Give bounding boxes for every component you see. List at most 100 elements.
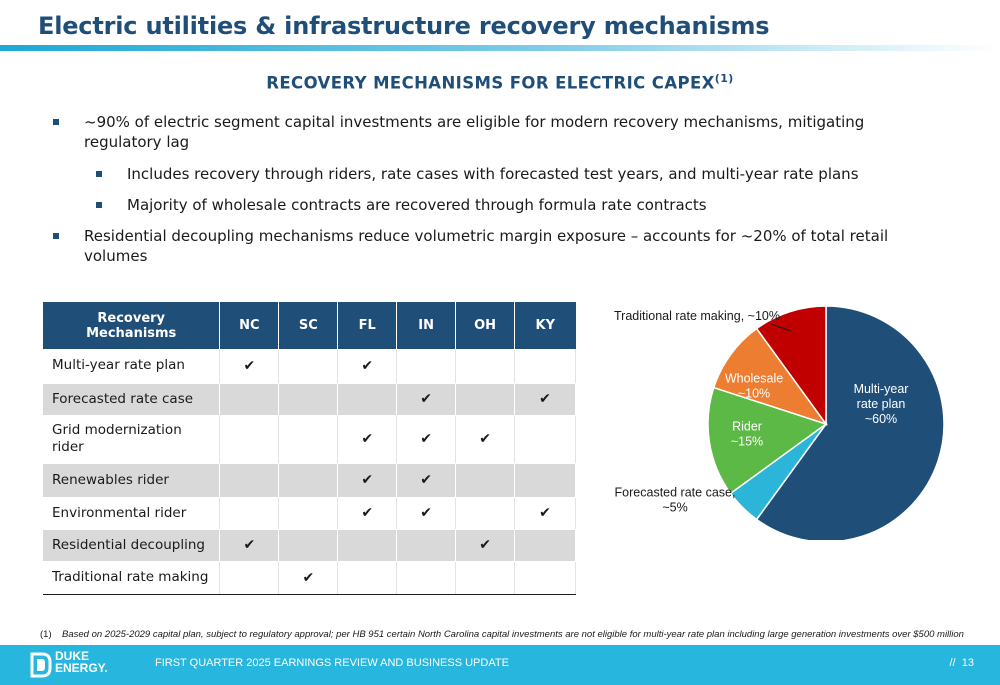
pie-slice: [755, 305, 827, 427]
check-cell: ✔: [455, 529, 516, 562]
check-cell: [219, 415, 280, 464]
pie-slice: [712, 327, 828, 426]
check-cell: [514, 463, 576, 498]
check-cell: ✔: [396, 497, 457, 530]
label-leader-line: [770, 323, 792, 332]
logo-wordmark: DUKE ENERGY.: [55, 650, 108, 674]
check-cell: ✔: [396, 415, 457, 464]
footer-bar: DUKE ENERGY. FIRST QUARTER 2025 EARNINGS…: [0, 645, 1000, 685]
check-cell: [278, 415, 339, 464]
check-cell: [337, 561, 398, 595]
pie-slice-label-line: ~10%: [738, 387, 770, 401]
check-cell: ✔: [219, 529, 280, 562]
table-header-row: Recovery Mechanisms NC SC FL IN OH KY: [43, 302, 576, 349]
check-cell: [455, 497, 516, 530]
pie-slice-label-line: Wholesale: [725, 372, 783, 386]
bullet-square-icon: [53, 119, 59, 125]
check-cell: ✔: [337, 497, 398, 530]
column-header-state: OH: [455, 302, 516, 349]
recovery-pie-chart: Multi-year rate plan ~60% Forecasted rate c…: [614, 305, 945, 540]
checkmark-icon: ✔: [479, 431, 491, 447]
pie-slice: [755, 305, 945, 540]
column-header-state: IN: [396, 302, 457, 349]
row-label: Renewables rider: [43, 463, 221, 498]
bullet-item: ~90% of electric segment capital investm…: [50, 112, 930, 152]
check-cell: [514, 529, 576, 562]
row-label: Multi-year rate plan: [43, 349, 221, 384]
bullet-item: Residential decoupling mechanisms reduce…: [50, 226, 930, 266]
table-row: Multi-year rate plan ✔ ✔: [43, 349, 576, 384]
check-cell: [219, 561, 280, 595]
table-row: Grid modernization rider ✔ ✔ ✔: [43, 415, 576, 464]
section-title-text: RECOVERY MECHANISMS FOR ELECTRIC CAPEX: [266, 73, 715, 93]
check-cell: [278, 529, 339, 562]
table-row: Renewables rider ✔ ✔: [43, 463, 576, 498]
logo-line-duke: DUKE: [55, 649, 90, 663]
checkmark-icon: ✔: [302, 569, 315, 586]
pie-slice-label-line: Multi-year: [854, 382, 909, 396]
footer-title: FIRST QUARTER 2025 EARNINGS REVIEW AND B…: [155, 657, 509, 669]
check-cell: [514, 349, 576, 384]
duke-energy-logo-icon: [30, 652, 52, 678]
checkmark-icon: ✔: [243, 357, 256, 374]
column-header-state: FL: [337, 302, 398, 349]
check-cell: [219, 463, 280, 498]
check-cell: [219, 383, 280, 416]
check-cell: [455, 561, 516, 595]
check-cell: ✔: [514, 383, 576, 416]
column-header-state: SC: [278, 302, 339, 349]
check-cell: [455, 463, 516, 498]
check-cell: [396, 349, 457, 384]
check-cell: [514, 561, 576, 595]
row-label: Traditional rate making: [43, 561, 221, 595]
pie-slice-label-line: ~5%: [662, 501, 687, 515]
pie-slice-label: Forecasted rate case, ~5%: [615, 486, 736, 515]
check-cell: [455, 349, 516, 384]
checkmark-icon: ✔: [420, 431, 433, 447]
pie-slice-label-line: rate plan: [857, 397, 906, 411]
checkmark-icon: ✔: [539, 391, 551, 407]
check-cell: ✔: [278, 561, 339, 595]
row-label: Forecasted rate case: [43, 383, 221, 416]
bullet-square-icon: [96, 171, 102, 177]
check-cell: ✔: [337, 415, 398, 464]
check-cell: [278, 383, 339, 416]
check-cell: ✔: [396, 383, 457, 416]
row-label: Residential decoupling: [43, 529, 221, 562]
check-cell: [278, 497, 339, 530]
check-cell: [278, 463, 339, 498]
check-cell: [396, 561, 457, 595]
bullet-text: Majority of wholesale contracts are reco…: [127, 196, 707, 214]
pie-slice-label: Rider ~15%: [731, 420, 763, 449]
pie-slice-label-line: Traditional rate making, ~10%: [614, 309, 780, 323]
checkmark-icon: ✔: [479, 537, 491, 553]
check-cell: ✔: [337, 349, 398, 384]
check-cell: ✔: [337, 463, 398, 498]
page-separator: //: [949, 657, 956, 669]
table-row: Traditional rate making ✔: [43, 561, 576, 595]
checkmark-icon: ✔: [420, 505, 433, 521]
table-row: Residential decoupling ✔ ✔: [43, 529, 576, 562]
table-row: Environmental rider ✔ ✔ ✔: [43, 497, 576, 530]
footnote-number: (1): [40, 629, 52, 640]
page-number: // 13: [950, 657, 975, 669]
pie-slice-label: Wholesale ~10%: [725, 372, 783, 401]
column-header-mechanisms: Recovery Mechanisms: [43, 302, 221, 349]
check-cell: ✔: [514, 497, 576, 530]
row-label: Grid modernization rider: [43, 415, 221, 464]
logo-line-energy: ENERGY.: [55, 661, 108, 675]
checkmark-icon: ✔: [539, 505, 551, 521]
check-cell: [337, 529, 398, 562]
pie-slice-label: Multi-year rate plan ~60%: [854, 382, 909, 426]
column-header-state: KY: [514, 302, 576, 349]
bullet-list: ~90% of electric segment capital investm…: [50, 112, 930, 278]
bullet-square-icon: [53, 233, 59, 239]
column-header-state: NC: [219, 302, 280, 349]
pie-slice-label-line: ~15%: [731, 435, 763, 449]
footnote-text: Based on 2025-2029 capital plan, subject…: [62, 629, 964, 640]
checkmark-icon: ✔: [361, 472, 374, 488]
check-cell: ✔: [219, 349, 280, 384]
sub-bullet-item: Majority of wholesale contracts are reco…: [50, 195, 930, 215]
check-cell: [514, 415, 576, 464]
pie-slice-label-line: Rider: [732, 420, 762, 434]
